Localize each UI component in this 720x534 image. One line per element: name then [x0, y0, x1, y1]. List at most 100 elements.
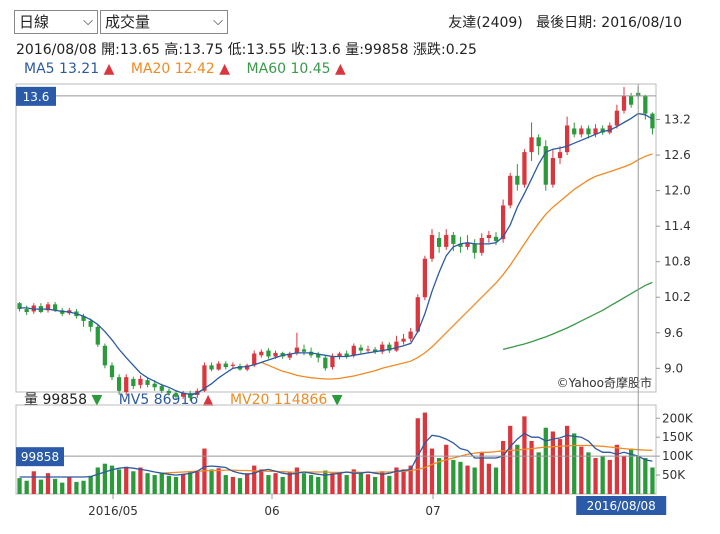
candle-body [557, 152, 563, 159]
price-tag-text: 13.6 [23, 90, 50, 104]
volume-bar [387, 475, 392, 494]
volume-bar [60, 482, 65, 494]
volume-bar [273, 473, 278, 494]
candle-body [543, 146, 548, 185]
candle-body [458, 243, 463, 247]
volume-bar [45, 473, 51, 494]
stock-header: 友達(2409) 最後日期: 2016/08/10 [448, 12, 682, 32]
candle-body [252, 353, 257, 366]
chevron-down-icon: ⌵ [83, 14, 93, 29]
volume-bar [166, 475, 172, 494]
volume-bar [230, 476, 236, 494]
volume-bar [372, 476, 378, 494]
price-tick-label: 12.0 [664, 184, 691, 198]
volume-bar [145, 473, 150, 494]
candle-body [529, 137, 534, 153]
volume-bar [209, 469, 214, 494]
volume-bar [579, 446, 584, 494]
x-tick-label: 07 [425, 504, 440, 518]
candle-body [600, 128, 605, 133]
volume-label: 量: [345, 42, 365, 58]
candle-body [500, 205, 506, 240]
volume-bar [131, 471, 136, 494]
candle-body [223, 363, 228, 368]
volume-bar [216, 468, 221, 494]
volume-bar [138, 467, 143, 494]
price-tick-label: 10.8 [664, 255, 691, 269]
price-tick-label: 12.6 [664, 148, 691, 162]
candle-body [188, 393, 193, 398]
last-date-label: 最後日期: [536, 15, 597, 31]
volume-tick-label: 200K [662, 411, 694, 425]
candle-body [301, 349, 307, 352]
candle-body [323, 357, 328, 369]
volume-bar [330, 473, 335, 494]
ohlc-row: 2016/08/08 開:13.65 高:13.75 低:13.55 收:13.… [16, 39, 477, 59]
indicator-select[interactable]: 成交量 ⌵ [100, 10, 228, 34]
price-tick-label: 9.6 [664, 326, 683, 340]
candle-body [95, 326, 100, 345]
volume-legend: 量 99858 ▼ MV5 86916 ▲ MV20 114866 ▼ [24, 389, 355, 409]
volume-tag-text: 99858 [21, 450, 59, 464]
volume-bar [31, 471, 36, 494]
volume-bar [337, 472, 342, 494]
volume-tick-label: 150K [662, 430, 694, 444]
volume-bar [650, 467, 655, 494]
volume-bar [294, 467, 300, 494]
date-tag-bg [576, 496, 667, 515]
price-tick-label: 11.4 [664, 219, 691, 233]
last-date: 2016/08/10 [601, 15, 682, 31]
mv20-line [161, 444, 653, 474]
mv5-line [19, 432, 653, 478]
candle-body [166, 390, 172, 394]
candle-body [337, 353, 342, 357]
volume-bar [152, 475, 157, 494]
candle-body [579, 128, 584, 135]
open-label: 開: [101, 42, 120, 58]
candle-body [401, 338, 406, 342]
period-select[interactable]: 日線 ⌵ [14, 10, 98, 34]
volume-bar [316, 476, 321, 494]
high-value: 13.75 [183, 42, 224, 58]
date-tag: 2016/08/08 [576, 496, 667, 515]
candle-body [351, 345, 356, 356]
volume-bar [74, 481, 79, 494]
volume-bar [358, 473, 364, 494]
mv20-legend: MV20 114866 ▼ [229, 392, 343, 408]
volume-bar [600, 456, 605, 494]
candle-body [344, 353, 349, 357]
volume-bar [351, 469, 356, 494]
volume-bar [344, 475, 349, 494]
volume-bar [17, 478, 22, 494]
volume-bar [266, 475, 271, 494]
volume-bar [436, 458, 442, 494]
volume-bar [223, 475, 228, 494]
mv5-legend: MV5 86916 ▲ [118, 392, 214, 408]
candle-body [515, 175, 520, 185]
volume-bar [522, 416, 527, 494]
volume-bar [529, 440, 534, 494]
volume-tag-bg [16, 447, 64, 467]
volume-bar [52, 478, 58, 494]
open-value: 13.65 [119, 42, 160, 58]
x-tick-label: 06 [264, 504, 279, 518]
candle-body [216, 363, 221, 370]
volume-bar [188, 472, 193, 494]
volume-tag: 99858 [16, 447, 64, 467]
volume-bar [81, 480, 86, 494]
candle-body [479, 238, 484, 253]
ohlc-date: 2016/08/08 [16, 42, 97, 58]
volume-bar [116, 469, 122, 494]
chevron-down-icon: ⌵ [213, 14, 223, 29]
volume-bar [237, 478, 243, 494]
volume-bar [465, 465, 470, 494]
price-tick-label: 13.2 [664, 113, 691, 127]
candle-body [650, 113, 655, 129]
candle-body [614, 110, 620, 126]
ma60-line [502, 281, 653, 351]
date-tag-text: 2016/08/08 [587, 499, 656, 513]
volume-bar [500, 440, 506, 494]
volume-bar [401, 469, 406, 494]
volume-bar [628, 448, 634, 494]
